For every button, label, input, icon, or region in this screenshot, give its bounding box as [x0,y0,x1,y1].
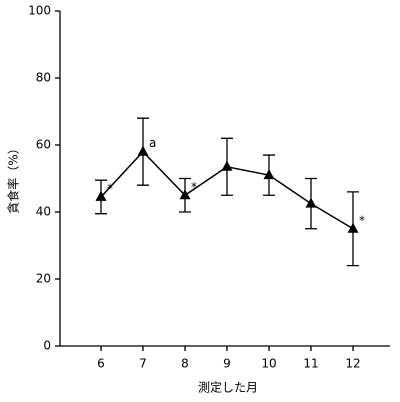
y-axis-label: 貪食率（%） [6,142,21,213]
x-tick-label: 11 [303,357,318,371]
x-tick-label: 8 [181,357,189,371]
marker [347,222,359,233]
marker [137,145,149,156]
x-tick-label: 7 [139,357,147,371]
x-axis-label: 測定した月 [198,380,258,395]
annotation: * [359,213,365,227]
marker [263,169,275,180]
annotation: * [107,181,113,195]
annotation: * [191,180,197,194]
y-tick-label: 0 [43,339,51,353]
y-tick-label: 20 [36,272,51,286]
y-tick-label: 100 [28,4,51,18]
y-tick-label: 40 [36,205,51,219]
marker [95,190,107,201]
x-tick-label: 9 [223,357,231,371]
y-tick-label: 60 [36,138,51,152]
marker [221,160,233,171]
y-tick-label: 80 [36,71,51,85]
x-tick-label: 12 [345,357,360,371]
x-tick-label: 10 [261,357,276,371]
marker [179,189,191,200]
x-tick-label: 6 [97,357,105,371]
annotation: a [149,136,156,150]
marker [305,197,317,208]
